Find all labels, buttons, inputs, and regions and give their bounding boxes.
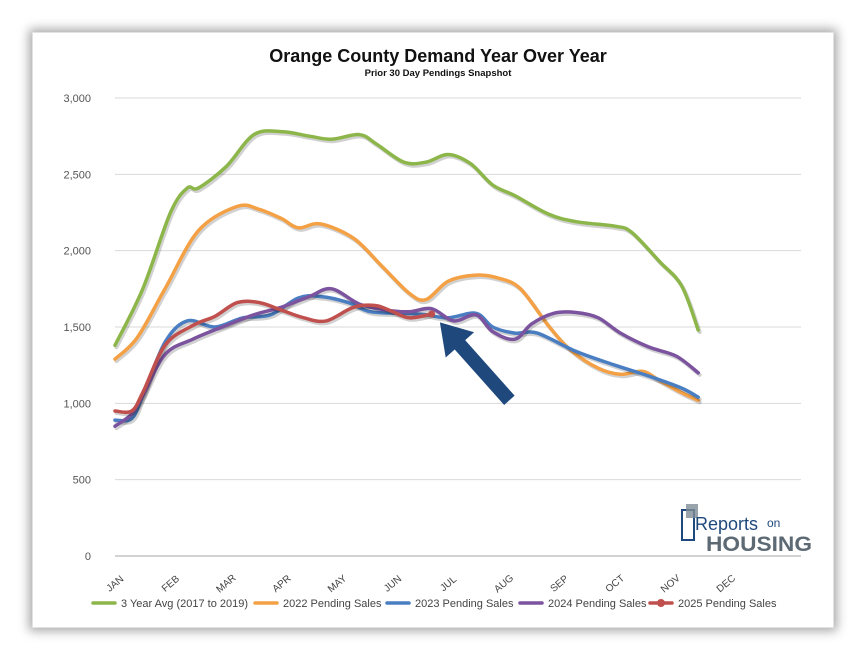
y-tick-label: 2,000 bbox=[63, 246, 91, 258]
y-tick-label: 1,500 bbox=[63, 322, 91, 334]
legend-label: 3 Year Avg (2017 to 2019) bbox=[121, 598, 248, 610]
legend-label: 2024 Pending Sales bbox=[548, 598, 647, 610]
legend-item: 2023 Pending Sales bbox=[385, 598, 514, 610]
x-tick-label: DEC bbox=[715, 573, 738, 595]
x-axis-ticks: JAN FEB MAR APR MAY JUN JUL AUG SEP OCT NOV DEC bbox=[105, 573, 738, 596]
x-tick-label: JAN bbox=[105, 574, 127, 595]
x-tick-label: AUG bbox=[492, 573, 516, 595]
chart-frame: Orange County Demand Year Over Year Prio… bbox=[32, 32, 834, 628]
y-tick-label: 0 bbox=[85, 551, 91, 563]
y-tick-label: 1,000 bbox=[63, 398, 91, 410]
x-tick-label: JUL bbox=[438, 574, 459, 594]
series-2023-pending-sales bbox=[113, 294, 702, 425]
legend-item: 2024 Pending Sales bbox=[518, 598, 647, 610]
annotation-arrow bbox=[439, 322, 515, 405]
x-tick-label: NOV bbox=[659, 573, 683, 596]
series-line bbox=[113, 299, 434, 415]
x-tick-label: MAY bbox=[326, 573, 349, 595]
x-tick-label: APR bbox=[271, 573, 294, 595]
reports-on-housing-logo: Reports on HOUSING bbox=[681, 504, 812, 556]
legend: 3 Year Avg (2017 to 2019) 2022 Pending Sa… bbox=[91, 598, 777, 610]
chart-subtitle: Prior 30 Day Pendings Snapshot bbox=[365, 68, 513, 79]
legend-item: 2022 Pending Sales bbox=[253, 598, 382, 610]
chart-svg: Orange County Demand Year Over Year Prio… bbox=[63, 46, 812, 610]
series-2024-pending-sales bbox=[113, 286, 702, 431]
legend-item: 3 Year Avg (2017 to 2019) bbox=[91, 598, 248, 610]
gridlines bbox=[115, 97, 801, 557]
legend-item: 2025 Pending Sales bbox=[648, 598, 777, 610]
x-tick-label: MAR bbox=[214, 573, 238, 596]
chart-title: Orange County Demand Year Over Year bbox=[269, 46, 606, 66]
y-tick-label: 500 bbox=[73, 475, 91, 487]
series-3-year-avg-2017-to-2019 bbox=[113, 129, 702, 350]
series-line bbox=[113, 203, 700, 403]
logo-mark-inner bbox=[686, 504, 698, 518]
y-tick-label: 2,500 bbox=[63, 169, 91, 181]
legend-label: 2023 Pending Sales bbox=[415, 598, 514, 610]
series-line bbox=[113, 129, 700, 348]
x-tick-label: SEP bbox=[549, 573, 572, 595]
logo-word-on: on bbox=[767, 516, 780, 530]
legend-marker bbox=[657, 599, 665, 607]
series-2025-pending-sales bbox=[113, 299, 436, 417]
series-line-shadow bbox=[114, 205, 702, 405]
series-2022-pending-sales bbox=[113, 203, 702, 405]
legend-label: 2022 Pending Sales bbox=[283, 598, 382, 610]
series-end-marker bbox=[428, 310, 436, 318]
series-lines bbox=[113, 129, 702, 431]
x-tick-label: FEB bbox=[160, 573, 182, 594]
y-tick-label: 3,000 bbox=[63, 93, 91, 105]
logo-word-housing: HOUSING bbox=[706, 533, 812, 556]
legend-label: 2025 Pending Sales bbox=[678, 598, 777, 610]
x-tick-label: JUN bbox=[382, 574, 404, 595]
series-line bbox=[113, 294, 700, 423]
series-line bbox=[113, 286, 700, 428]
arrow-shaft bbox=[452, 337, 515, 405]
y-axis-ticks: 0 500 1,000 1,500 2,000 2,500 3,000 bbox=[63, 93, 91, 563]
x-tick-label: OCT bbox=[604, 573, 627, 595]
arrow-head bbox=[439, 322, 475, 358]
logo-word-reports: Reports bbox=[695, 514, 758, 534]
